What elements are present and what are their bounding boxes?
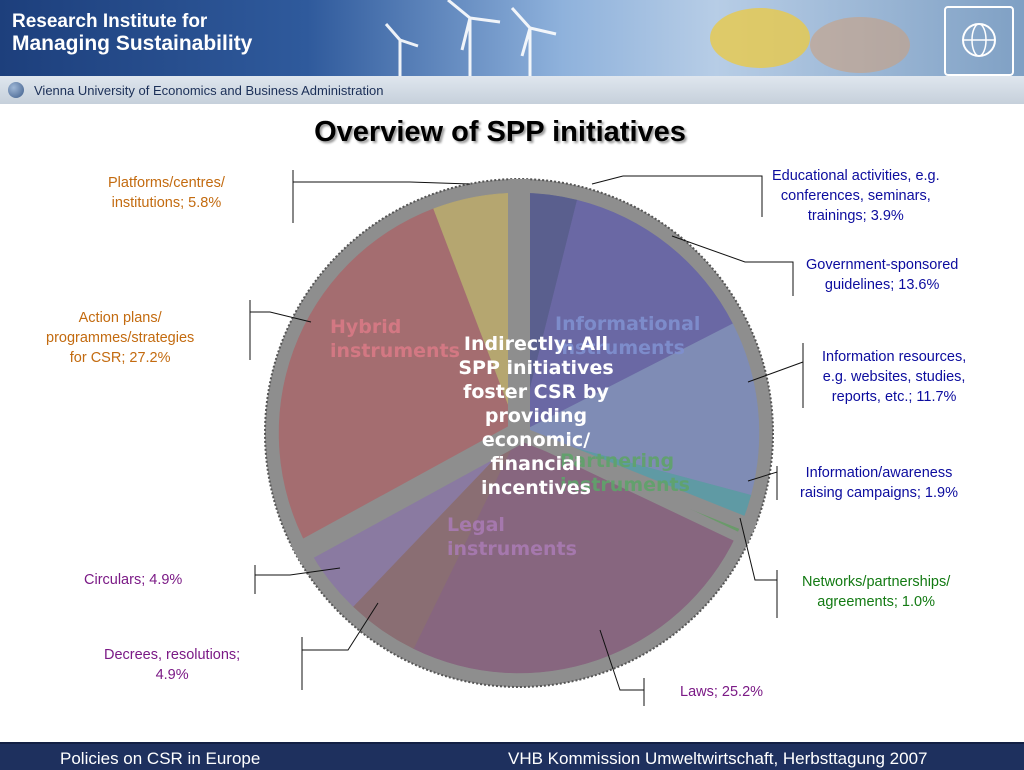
label-government-guidelines: Government-sponsored guidelines; 13.6%: [806, 255, 958, 295]
label-information-line1: Information resources,: [822, 349, 967, 365]
center-text-line-7: incentives: [481, 477, 591, 499]
wind-turbines-image: [384, 0, 910, 76]
footer-right-text: VHB Kommission Umweltwirtschaft, Herbstt…: [508, 749, 928, 768]
label-platforms-line1: Platforms/centres/: [108, 175, 225, 191]
label-educational-line2: conferences, seminars,: [780, 188, 931, 204]
label-campaigns-line2: raising campaigns; 1.9%: [800, 485, 958, 501]
label-circulars: Circulars; 4.9%: [84, 570, 182, 590]
leader-educational: [623, 175, 763, 217]
center-text-line-2: SPP initiatives: [458, 357, 613, 379]
university-name: Vienna University of Economics and Busin…: [34, 83, 384, 98]
chart-title: Overview of SPP initiatives: [314, 116, 686, 148]
leader-decrees: [301, 602, 379, 690]
label-circulars-line1: Circulars; 4.9%: [84, 572, 183, 588]
pie-slice-3: [518, 323, 760, 496]
group-label-1-word-1: Hybrid: [330, 316, 401, 338]
footer-bar: Policies on CSR in Europe VHB Kommission…: [0, 742, 1024, 770]
label-information-line2: e.g. websites, studies,: [822, 369, 966, 385]
leader-action: [249, 300, 312, 360]
label-guidelines-line2: guidelines; 13.6%: [824, 277, 940, 293]
center-text-line-1: Indirectly: All: [464, 333, 608, 355]
label-decrees-line2: 4.9%: [155, 667, 189, 683]
label-information-resources: Information resources, e.g. websites, st…: [822, 347, 966, 407]
separator-legal-hybrid: [290, 423, 525, 565]
label-laws: Laws; 25.2%: [680, 682, 763, 702]
pie-slice-6: [413, 432, 737, 674]
label-action-line1: Action plans/: [78, 310, 162, 326]
group-label-3-word-2: instruments: [560, 474, 690, 496]
group-label-4-word-2: instruments: [447, 538, 577, 560]
globe-seal-icon: [962, 23, 996, 57]
label-educational-line1: Educational activities, e.g.: [772, 168, 940, 184]
label-networks-line2: agreements; 1.0%: [817, 594, 935, 610]
label-educational-activities: Educational activities, e.g. conferences…: [772, 166, 940, 226]
label-information-line3: reports, etc.; 11.7%: [831, 389, 957, 405]
label-networks-line1: Networks/partnerships/: [802, 574, 951, 590]
center-text-line-6: financial: [490, 453, 581, 475]
label-action-plans: Action plans/ programmes/strategies for …: [46, 308, 194, 368]
group-label-3-word-1: Partnering: [560, 450, 674, 472]
leader-educational-link: [591, 175, 624, 185]
leader-campaigns: [747, 466, 778, 500]
label-awareness-campaigns: Information/awareness raising campaigns;…: [800, 463, 958, 503]
leader-information: [747, 343, 804, 408]
label-platforms-line2: institutions; 5.8%: [111, 195, 222, 211]
group-label-1-word-2: instruments: [330, 340, 460, 362]
header-subbar: [0, 76, 1024, 104]
footer-left-text: Policies on CSR in Europe: [60, 749, 261, 768]
label-platforms-centres: Platforms/centres/ institutions; 5.8%: [108, 173, 225, 213]
label-decrees-line1: Decrees, resolutions;: [104, 647, 241, 663]
label-educational-line3: trainings; 3.9%: [807, 208, 904, 224]
label-laws-line1: Laws; 25.2%: [680, 684, 764, 700]
group-label-2-word-1: Informational: [555, 313, 700, 335]
label-action-line3: for CSR; 27.2%: [69, 350, 171, 366]
label-action-line2: programmes/strategies: [46, 330, 195, 346]
center-text-line-5: economic/: [482, 429, 590, 451]
label-networks-partnerships: Networks/partnerships/ agreements; 1.0%: [802, 572, 950, 612]
pie-slice-2: [518, 199, 734, 434]
leader-guidelines: [671, 235, 794, 296]
header-banner: Research Institute for Managing Sustaina…: [0, 0, 1024, 104]
group-label-2-word-2: instruments: [555, 337, 685, 359]
leader-networks: [739, 517, 778, 618]
separator-partnering-legal: [516, 428, 751, 547]
center-text-line-4: providing: [485, 405, 587, 427]
leader-platforms: [292, 170, 471, 223]
institute-name-line2: Managing Sustainability: [12, 32, 253, 55]
label-guidelines-line1: Government-sponsored: [806, 257, 959, 273]
center-text-line-3: foster CSR by: [463, 381, 609, 403]
globe-icon: [8, 82, 24, 98]
label-decrees-resolutions: Decrees, resolutions; 4.9%: [104, 645, 240, 685]
group-label-4-word-1: Legal: [447, 514, 505, 536]
leader-laws: [599, 629, 645, 706]
leader-circulars: [254, 565, 341, 594]
label-campaigns-line1: Information/awareness: [805, 465, 953, 481]
university-seal-logo: [944, 6, 1014, 76]
institute-name-line1: Research Institute for: [12, 11, 208, 32]
